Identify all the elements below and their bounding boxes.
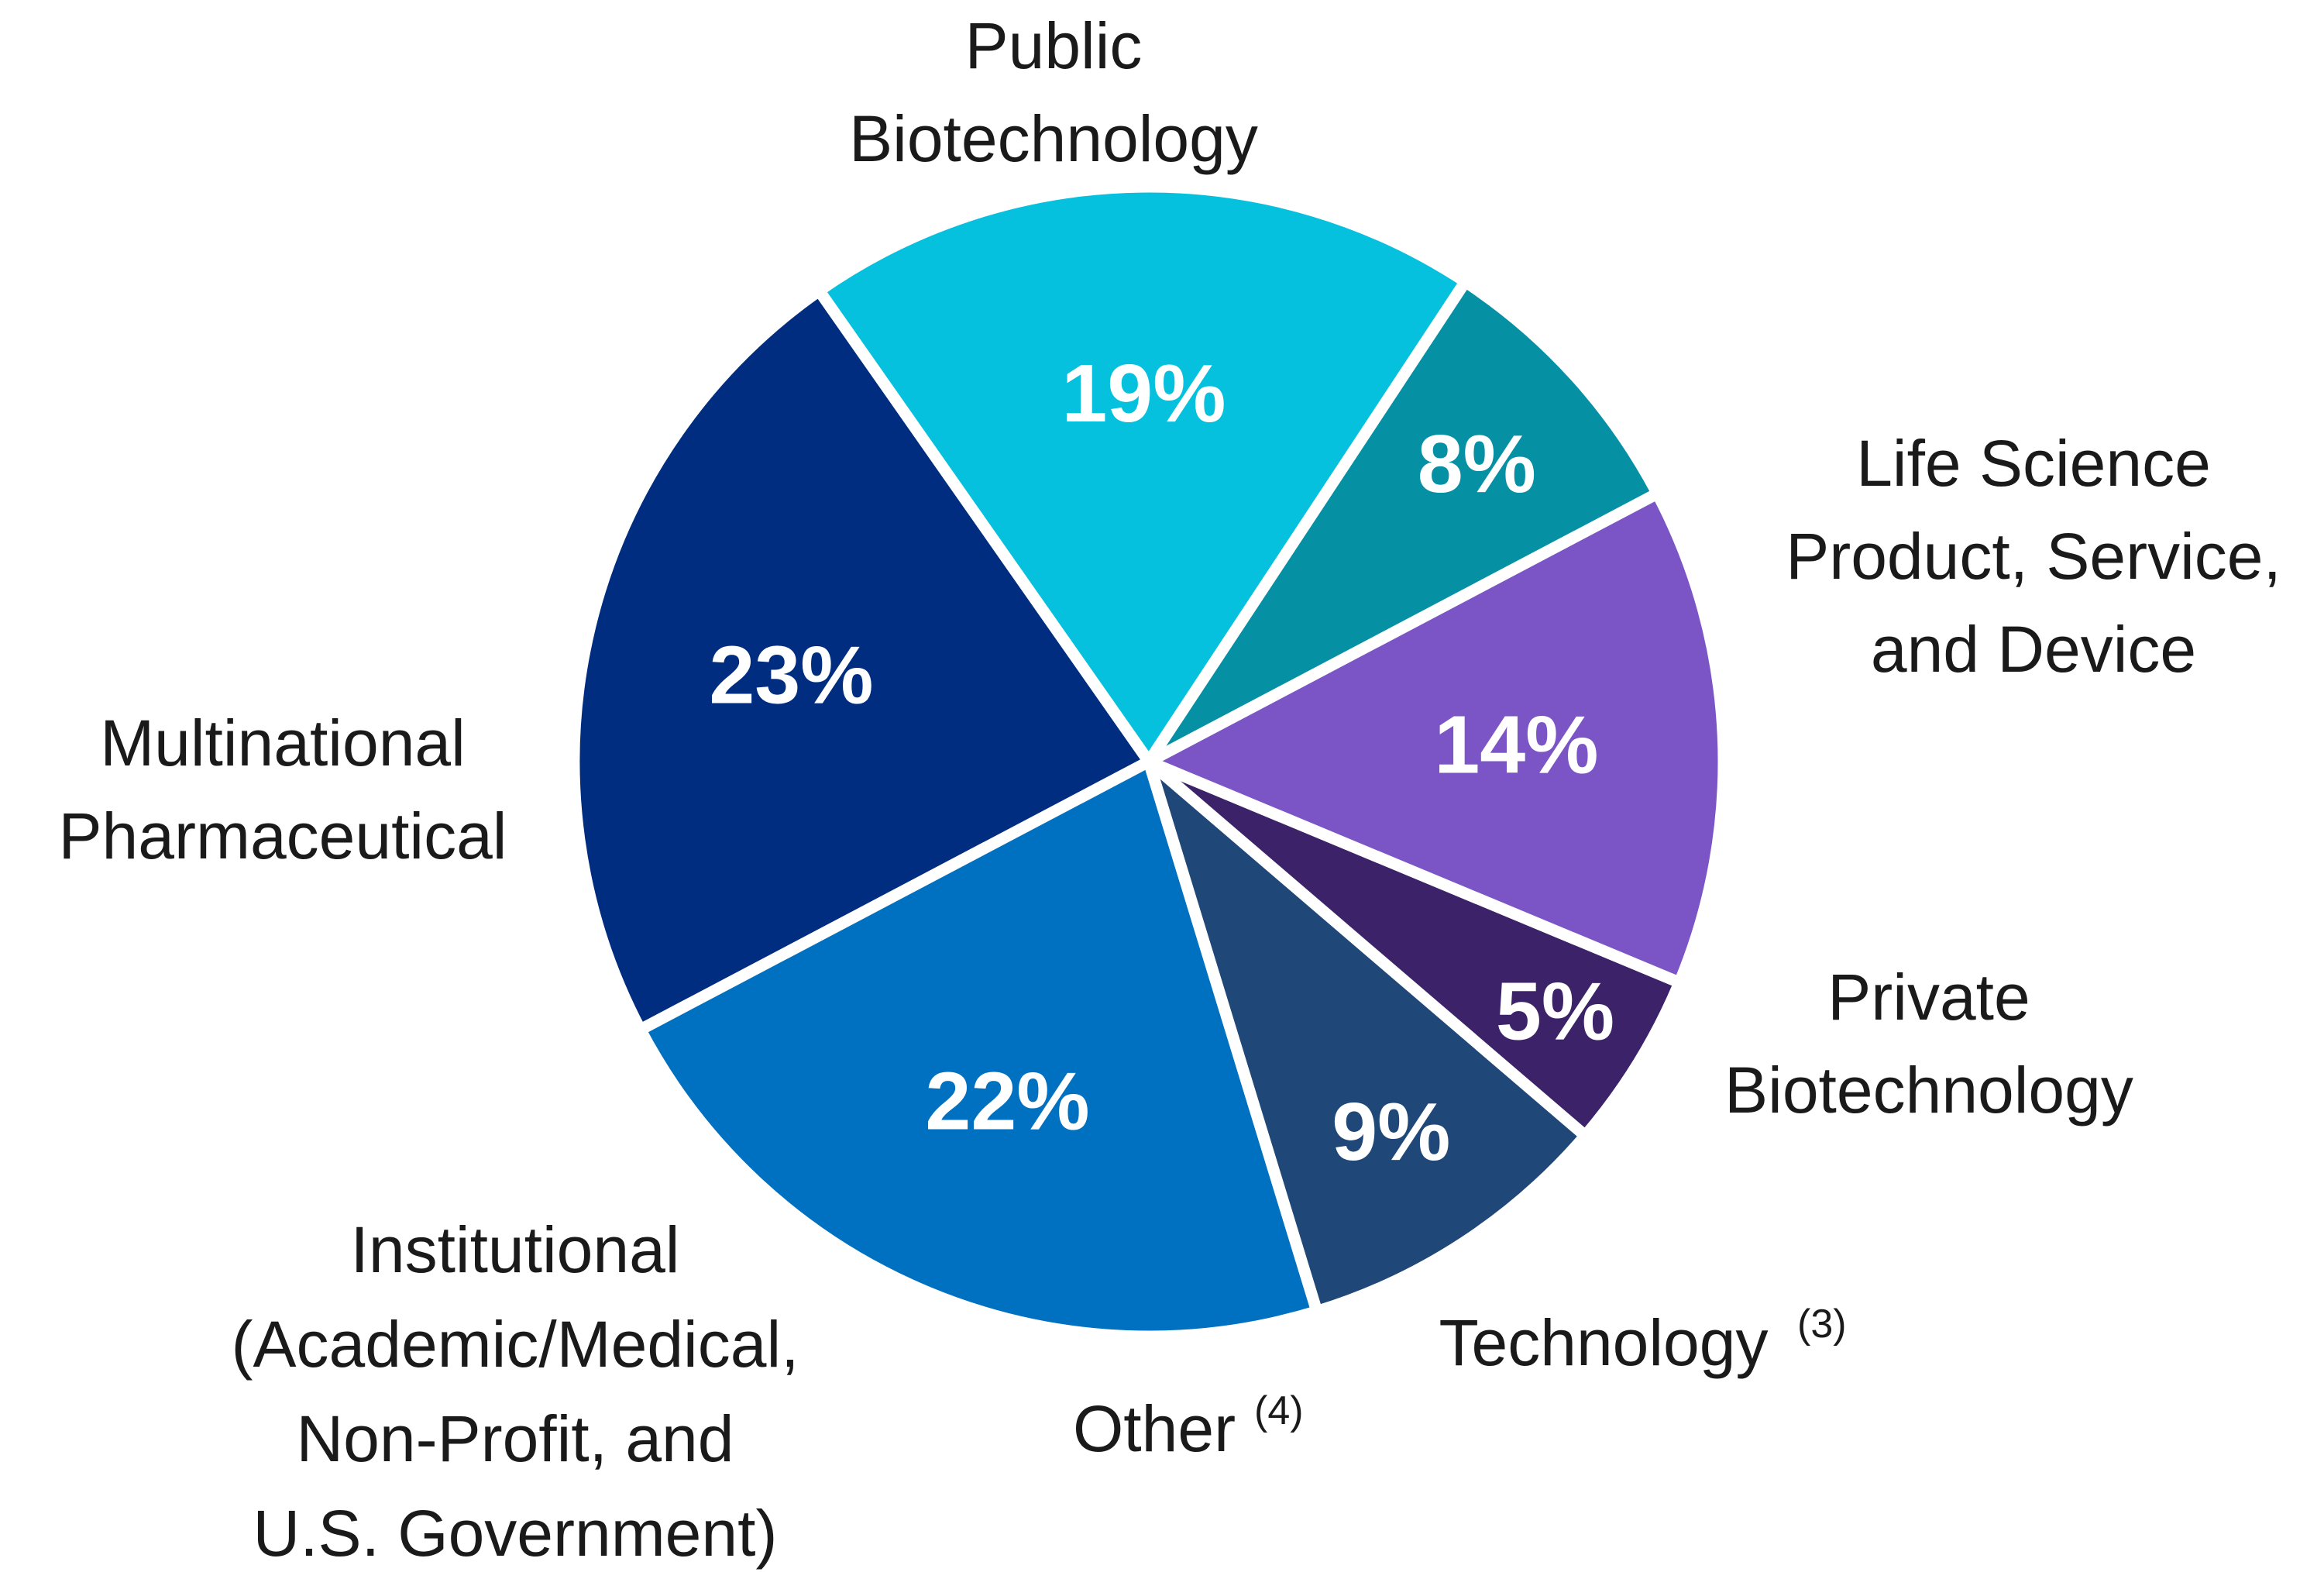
category-label-public-biotechnology: Public Biotechnology: [849, 9, 1258, 175]
category-label-line: Biotechnology: [849, 102, 1258, 175]
category-label-other: Other: [1073, 1392, 1236, 1465]
category-label-private-biotechnology: Private Biotechnology: [1724, 961, 2133, 1127]
category-footnote-technology: (3): [1797, 1302, 1847, 1347]
category-label-institutional: Institutional (Academic/Medical, Non-Profi…: [232, 1213, 799, 1570]
pie-slice-life-science-product-service-device: [813, 181, 1471, 768]
category-label-line: Product, Service,: [1786, 520, 2281, 593]
category-label-line: Non-Profit, and: [297, 1402, 734, 1475]
slice-value-label-public-biotechnology: 23%: [709, 629, 873, 721]
category-footnote-other: (4): [1254, 1388, 1304, 1433]
pie-slice-other: [1143, 755, 1686, 1142]
pie-value-labels: 23% 22% 9% 5% 14% 8% 19%: [709, 348, 1614, 1178]
category-label-line: Institutional: [351, 1213, 680, 1286]
category-label-life-science-product-service-device: Life Science Product, Service, and Device: [1786, 427, 2281, 686]
category-label-line: Other: [1073, 1392, 1236, 1465]
slice-value-label-technology: 14%: [1434, 700, 1598, 791]
pie-slice-public-biotechnology: [568, 284, 1155, 1036]
category-label-multinational-pharmaceutical: Multinational Pharmaceutical: [59, 707, 507, 872]
category-label-line: Public: [965, 9, 1143, 82]
category-label-line: and Device: [1871, 613, 2196, 686]
category-label-line: Multinational: [100, 707, 466, 779]
category-label-technology: Technology: [1439, 1306, 1769, 1379]
category-label-line: Life Science: [1856, 427, 2211, 500]
category-label-line: Pharmaceutical: [59, 800, 507, 872]
slice-value-label-private-biotechnology: 8%: [1418, 418, 1536, 510]
pie-slice-multinational-pharmaceutical: [634, 755, 1323, 1343]
pie-slice-institutional: [1143, 755, 1591, 1318]
pie-slices: [568, 181, 1730, 1343]
pie-slice-private-biotechnology: [1143, 276, 1663, 768]
slice-value-label-institutional: 9%: [1332, 1086, 1450, 1178]
slice-value-label-other: 5%: [1496, 966, 1614, 1058]
category-label-line: Private: [1827, 961, 2030, 1034]
category-label-line: Technology: [1439, 1306, 1769, 1379]
pie-slice-technology: [1143, 487, 1730, 989]
pie-category-labels: Public Biotechnology Multinational Pharmace…: [59, 9, 2281, 1570]
slice-value-label-multinational-pharmaceutical: 22%: [925, 1055, 1089, 1147]
slice-value-label-life-science-product-service-device: 19%: [1061, 348, 1226, 439]
category-label-line: (Academic/Medical,: [232, 1308, 799, 1381]
category-label-line: Biotechnology: [1724, 1054, 2133, 1127]
category-label-line: U.S. Government): [253, 1497, 778, 1570]
